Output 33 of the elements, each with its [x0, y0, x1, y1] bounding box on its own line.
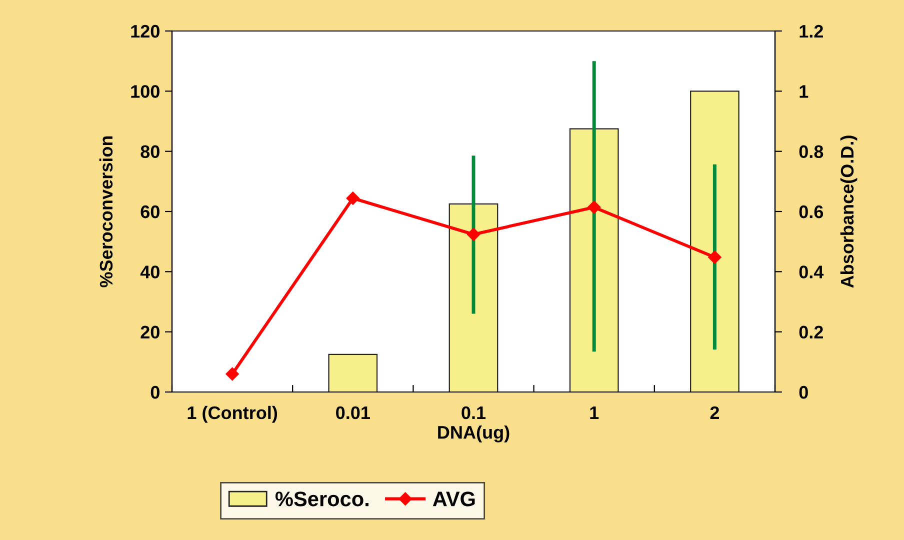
bar — [448, 203, 498, 392]
y-tick-label: 120 — [131, 24, 160, 38]
y2-tick-label: 0.2 — [799, 326, 823, 339]
y2-axis-title: Absorbance(O.D.) — [840, 136, 858, 288]
y2-tick-label: 0 — [799, 386, 808, 399]
y2-tick-label: 0.8 — [799, 145, 824, 158]
y-tick-label: 0 — [150, 386, 160, 399]
x-tick-label: 2 — [710, 406, 719, 419]
y-tick-label: 20 — [140, 326, 160, 339]
x-tick-label: 0.1 — [462, 406, 486, 420]
bar — [690, 90, 740, 392]
y-tick-label: 80 — [140, 145, 160, 158]
x-tick-label: 0.01 — [336, 406, 370, 420]
x-axis-title: DNA(ug) — [438, 426, 510, 442]
y2-tick-label: 1 — [800, 85, 808, 98]
x-tick-label: 1 (Control) — [188, 406, 278, 423]
point — [346, 192, 360, 205]
y-tick-label: 40 — [140, 266, 160, 278]
y-axis-title: %Seroconversion — [99, 136, 113, 288]
y-tick-label: 60 — [140, 205, 160, 218]
point — [226, 367, 239, 381]
y-tick-label: 100 — [131, 85, 160, 98]
point — [708, 250, 722, 264]
y2-tick-label: 0.6 — [799, 205, 824, 218]
bar — [328, 354, 378, 392]
legend-label: AVG — [432, 492, 475, 506]
y2-tick-label: 0.4 — [799, 266, 824, 278]
legend-label: %Seroco. — [275, 492, 368, 506]
point — [588, 200, 601, 214]
bar — [569, 128, 619, 392]
y2-tick-label: 1.2 — [800, 24, 823, 38]
point — [466, 228, 480, 241]
x-tick-label: 1 — [590, 406, 599, 419]
